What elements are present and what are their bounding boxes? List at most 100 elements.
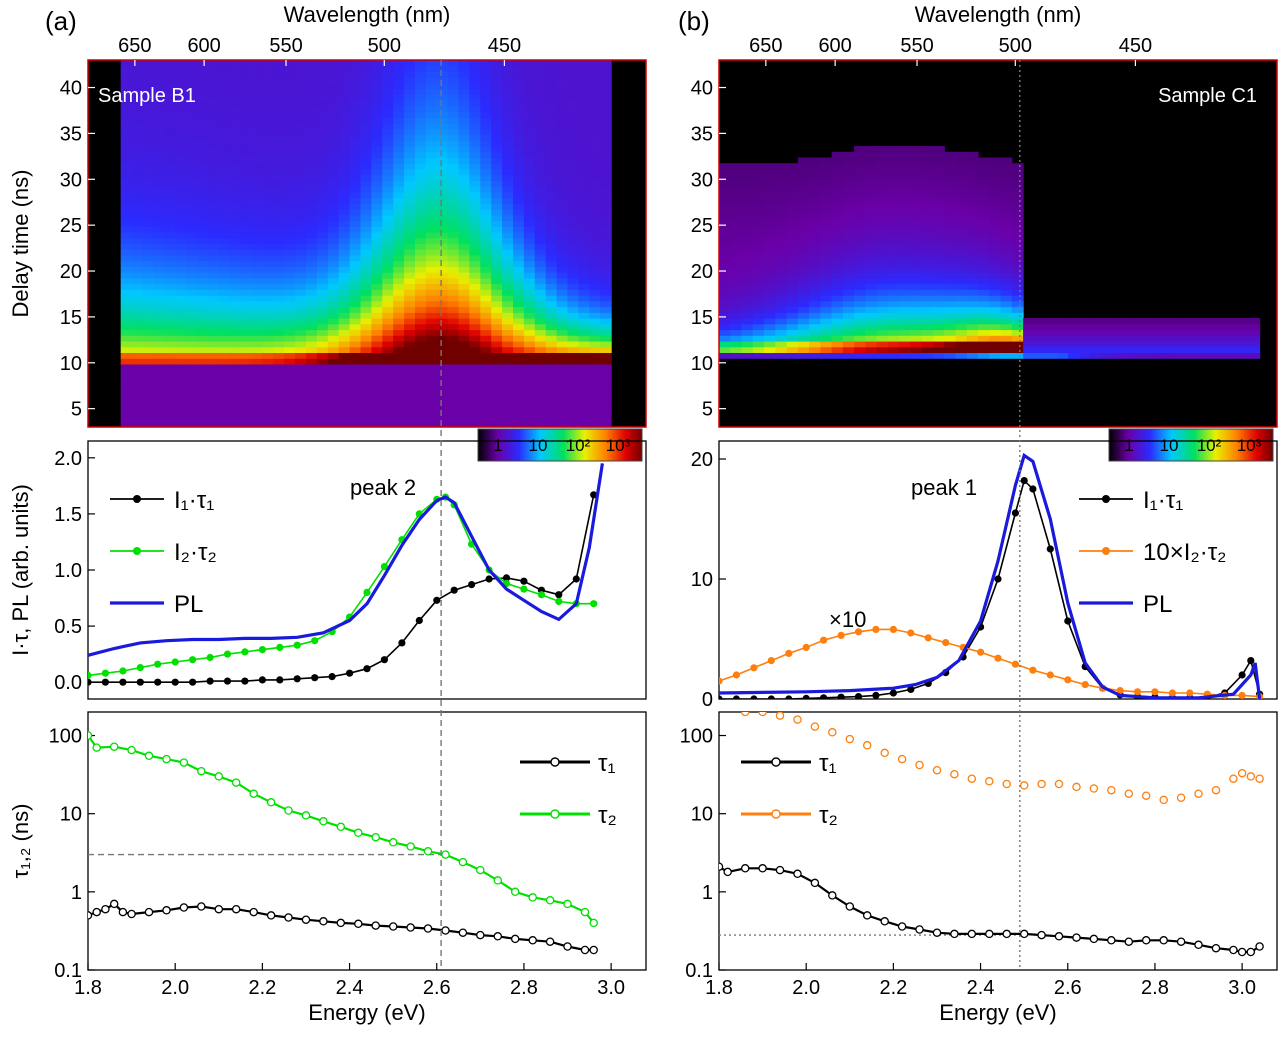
map-cell bbox=[502, 352, 514, 359]
lifetime-point bbox=[985, 777, 994, 786]
map-cell bbox=[589, 318, 601, 325]
map-cell bbox=[273, 306, 285, 313]
map-cell bbox=[589, 60, 601, 67]
map-cell bbox=[415, 300, 427, 308]
map-cell bbox=[338, 65, 351, 72]
map-cell bbox=[921, 180, 934, 187]
map-cell bbox=[831, 203, 844, 210]
map-cell bbox=[295, 312, 307, 319]
map-cell bbox=[382, 203, 394, 210]
map-cell bbox=[186, 346, 198, 353]
map-cell bbox=[175, 60, 187, 67]
map-cell bbox=[142, 300, 154, 308]
lifetime-point bbox=[1089, 934, 1099, 944]
map-cell bbox=[578, 323, 590, 331]
map-cell bbox=[534, 409, 547, 417]
map-cell bbox=[567, 146, 579, 153]
map-cell bbox=[251, 123, 263, 130]
map-cell bbox=[153, 237, 165, 245]
map-cell bbox=[415, 209, 427, 216]
map-y-tick-label: 5 bbox=[702, 399, 713, 421]
lifetime-x-tick-label: 3.0 bbox=[597, 977, 625, 999]
map-cell bbox=[338, 232, 351, 239]
map-cell bbox=[458, 232, 470, 239]
map-cell bbox=[820, 295, 833, 302]
map-cell bbox=[786, 352, 799, 359]
map-cell bbox=[545, 186, 558, 193]
map-cell bbox=[578, 318, 590, 325]
map-cell bbox=[164, 146, 176, 153]
map-cell bbox=[415, 123, 427, 130]
lifetime-x-tick-label: 2.4 bbox=[336, 977, 364, 999]
map-cell bbox=[513, 146, 525, 153]
map-cell bbox=[360, 409, 372, 417]
map-cell bbox=[910, 214, 923, 222]
map-cell bbox=[589, 249, 601, 256]
map-cell bbox=[425, 157, 438, 164]
map-cell bbox=[741, 289, 754, 296]
map-cell bbox=[854, 203, 866, 210]
map-cell bbox=[1045, 318, 1058, 325]
map-cell bbox=[797, 255, 810, 262]
lifetime-point bbox=[580, 907, 590, 917]
map-cell bbox=[284, 105, 296, 113]
map-cell bbox=[469, 295, 481, 302]
map-cell bbox=[458, 255, 470, 262]
spectrum-point bbox=[767, 657, 775, 665]
panel-a-label: (a) bbox=[45, 6, 77, 36]
map-cell bbox=[809, 283, 821, 290]
legend-label: PL bbox=[1143, 591, 1172, 618]
map-cell bbox=[752, 272, 765, 279]
map-cell bbox=[578, 232, 590, 239]
map-cell bbox=[382, 306, 394, 313]
map-cell bbox=[142, 117, 154, 124]
map-cell bbox=[218, 226, 231, 233]
map-cell bbox=[797, 169, 810, 176]
map-cell bbox=[1135, 323, 1148, 331]
map-cell bbox=[415, 71, 427, 78]
map-cell bbox=[175, 191, 187, 199]
map-cell bbox=[349, 272, 362, 279]
map-cell bbox=[955, 323, 968, 331]
map-cell bbox=[899, 191, 912, 199]
lifetime-x-tick-label: 2.2 bbox=[879, 977, 907, 999]
map-cell bbox=[186, 163, 198, 170]
map-cell bbox=[820, 249, 833, 256]
map-cell bbox=[197, 295, 209, 302]
map-cell bbox=[741, 260, 754, 267]
map-cell bbox=[306, 295, 318, 302]
map-cell bbox=[327, 105, 340, 113]
map-cell bbox=[752, 341, 765, 348]
map-y-tick-label: 5 bbox=[71, 399, 82, 421]
map-cell bbox=[273, 329, 285, 336]
map-cell bbox=[306, 369, 318, 376]
map-cell bbox=[764, 283, 776, 290]
map-cell bbox=[910, 260, 923, 267]
map-cell bbox=[589, 260, 601, 267]
map-cell bbox=[142, 352, 154, 359]
map-cell bbox=[447, 283, 460, 290]
map-cell bbox=[491, 111, 503, 118]
map-cell bbox=[415, 163, 427, 170]
map-cell bbox=[545, 260, 558, 267]
map-cell bbox=[273, 283, 285, 290]
map-cell bbox=[153, 249, 165, 256]
map-cell bbox=[741, 255, 754, 262]
map-top-tick-label: 450 bbox=[1119, 35, 1152, 57]
map-cell bbox=[295, 232, 307, 239]
map-cell bbox=[764, 249, 776, 256]
map-cell bbox=[876, 209, 889, 216]
map-cell bbox=[921, 352, 934, 359]
map-cell bbox=[775, 174, 788, 181]
map-cell bbox=[809, 312, 821, 319]
map-cell bbox=[175, 369, 187, 376]
map-cell bbox=[1214, 329, 1227, 336]
map-cell bbox=[567, 249, 579, 256]
map-cell bbox=[175, 237, 187, 245]
map-cell bbox=[295, 163, 307, 170]
map-top-tick-label: 450 bbox=[488, 35, 521, 57]
map-cell bbox=[567, 306, 579, 313]
map-cell bbox=[534, 203, 547, 210]
map-cell bbox=[556, 318, 569, 325]
map-cell bbox=[360, 169, 372, 176]
